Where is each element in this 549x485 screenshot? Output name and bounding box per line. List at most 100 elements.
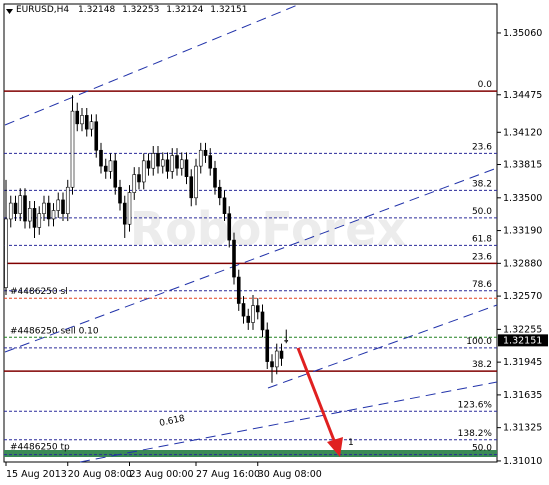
candle-body: [146, 160, 151, 169]
y-tick-label: 1.31010: [503, 456, 542, 467]
x-tick-label: 15 Aug 2013: [6, 469, 67, 480]
x-tick-label: 23 Aug 00:00: [130, 469, 194, 480]
candle-body: [99, 149, 103, 167]
candle-body: [51, 210, 56, 220]
level-label: 0.0: [478, 80, 493, 90]
candle-body: [184, 159, 189, 177]
current-price-box: [498, 334, 548, 347]
candle-body: [265, 329, 270, 362]
y-tick-label: 1.31635: [503, 390, 542, 401]
candle-body: [132, 174, 137, 193]
channels: [4, 3, 498, 463]
candle-body: [251, 305, 255, 323]
candle-body: [13, 202, 18, 214]
candle-body: [46, 202, 51, 220]
candle-body: [32, 208, 37, 228]
candle-body: [179, 159, 184, 169]
candle-body: [279, 350, 284, 359]
candle-body: [232, 239, 236, 278]
candle-body: [4, 218, 8, 288]
current-price-label: 1.32151: [503, 335, 542, 346]
level-label: 38.2: [472, 179, 492, 189]
level-label: #4486250 sl: [10, 287, 68, 297]
candle-body: [222, 197, 227, 214]
watermark: RoboForex: [130, 202, 406, 256]
open-value: 1.32148: [78, 5, 115, 15]
candle-body: [84, 115, 89, 130]
level-label: 123.6%: [458, 400, 493, 410]
candle-body: [127, 192, 132, 225]
line-label: 1: [348, 438, 354, 448]
candle-body: [160, 159, 165, 167]
candle-body: [270, 361, 274, 368]
symbol: EURUSD,H4: [16, 5, 69, 15]
y-tick-label: 1.33500: [503, 193, 542, 204]
candle-body: [170, 155, 175, 172]
candle-body: [236, 276, 241, 304]
candle-body: [165, 159, 170, 172]
candle-body: [27, 208, 32, 222]
candle-body: [194, 165, 198, 199]
x-tick-label: 30 Aug 08:00: [258, 469, 322, 480]
candle-body: [156, 153, 160, 167]
candle-body: [255, 305, 260, 313]
candle-body: [56, 199, 61, 211]
y-tick-label: 1.32570: [503, 291, 542, 302]
candle-body: [89, 121, 94, 130]
candle-body: [65, 186, 70, 214]
level-label: #4486250 sell 0.10: [10, 326, 99, 336]
candle-body: [122, 202, 127, 225]
candle-body: [260, 311, 265, 331]
channel-line: [4, 3, 301, 126]
close-value: 1.32151: [210, 5, 247, 15]
candle-body: [61, 199, 65, 214]
candle-body: [227, 213, 232, 241]
candle-body: [23, 195, 27, 222]
candle-body: [213, 167, 217, 188]
level-label: 138.2%: [458, 429, 493, 439]
arrow-shaft: [296, 347, 337, 444]
candle-body: [175, 155, 179, 169]
candle-body: [246, 315, 251, 323]
level-label: 50.0: [472, 444, 492, 454]
level-label: 38.2: [472, 360, 492, 370]
candle-body: [113, 160, 118, 188]
y-tick-label: 1.33190: [503, 226, 542, 237]
candle-body: [8, 202, 13, 220]
candle-body: [189, 176, 194, 199]
low-value: 1.32124: [166, 5, 203, 15]
candle-body: [137, 174, 141, 183]
channel-line: [4, 167, 498, 353]
candle-body: [18, 195, 23, 214]
candle-body: [103, 165, 108, 172]
header-text: EURUSD,H4 1.32148 1.32253 1.32124 1.3215…: [16, 5, 248, 15]
header: EURUSD,H4 1.32148 1.32253 1.32124 1.3215…: [6, 5, 248, 15]
y-tick-label: 1.31325: [503, 423, 542, 434]
y-tick-label: 1.34475: [503, 90, 542, 101]
y-tick-label: 1.34120: [503, 127, 542, 138]
level-label: #4486250 tp: [10, 443, 70, 453]
plot-frame: [3, 3, 498, 463]
y-tick-label: 1.32255: [503, 324, 542, 335]
candle-body: [274, 350, 279, 368]
level-label: 78.6: [472, 280, 492, 290]
candle-body: [94, 121, 99, 151]
arrow: [296, 347, 343, 457]
channel-line: [79, 381, 498, 463]
candle-body: [70, 110, 75, 188]
candle-body: [80, 115, 84, 125]
channel-line: [267, 304, 498, 389]
arrow-head: [327, 437, 343, 457]
candle-body: [284, 340, 289, 342]
y-tick-label: 1.31945: [503, 357, 542, 368]
y-tick-label: 1.33815: [503, 160, 542, 171]
level-label: 61.8: [472, 234, 492, 244]
y-tick-label: 1.32880: [503, 258, 542, 269]
candle-body: [141, 160, 146, 183]
candle-body: [203, 149, 208, 156]
candle-body: [241, 303, 246, 317]
candle-body: [108, 160, 113, 172]
level-label: 50.0: [472, 207, 492, 217]
y-tick-label: 1.35060: [503, 28, 542, 39]
candle-body: [42, 202, 46, 214]
